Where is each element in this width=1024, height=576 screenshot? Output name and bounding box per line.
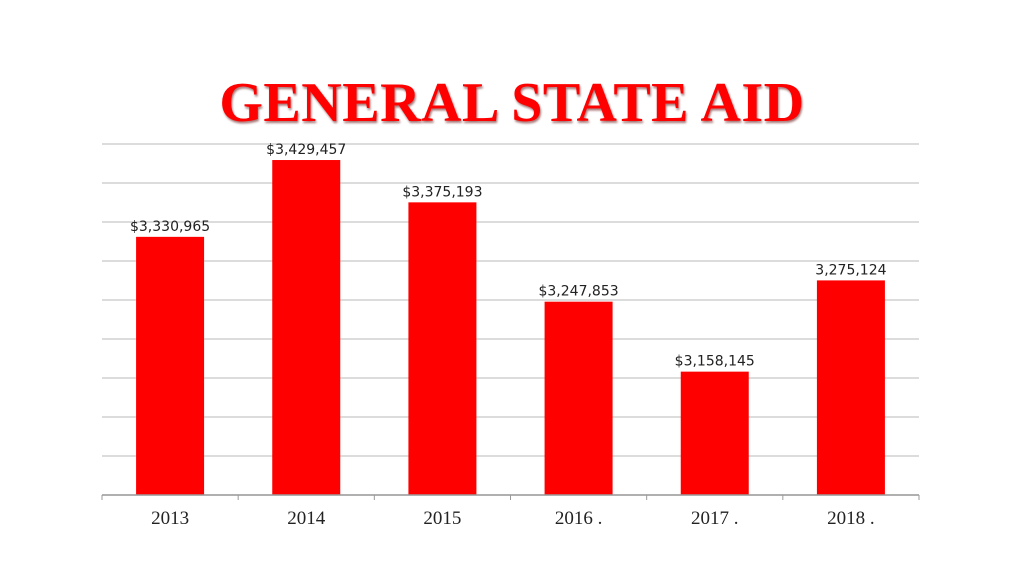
data-label-2: $3,375,193 [402, 184, 482, 200]
category-label-3: 2016 . [555, 508, 603, 529]
data-label-1: $3,429,457 [266, 142, 346, 158]
gridlines [102, 143, 919, 496]
bar-2 [408, 202, 477, 495]
category-label-1: 2014 [287, 508, 326, 529]
data-labels: $3,330,965 $3,429,457 $3,375,193 $3,247,853… [130, 142, 887, 370]
bar-5 [816, 280, 885, 495]
data-label-0: $3,330,965 [130, 219, 210, 235]
category-label-0: 2013 [151, 508, 189, 529]
chart-title: GENERAL STATE AID [219, 72, 805, 134]
bar-3 [544, 301, 613, 495]
category-label-5: 2018 . [827, 508, 875, 529]
bars [136, 160, 885, 496]
category-label-2: 2015 [423, 508, 461, 529]
bar-1 [272, 160, 341, 495]
bar-4 [680, 371, 749, 495]
data-label-5: 3,275,124 [815, 262, 886, 278]
data-label-4: $3,158,145 [675, 354, 755, 370]
category-label-4: 2017 . [691, 508, 739, 529]
x-axis: 2013 2014 2015 2016 . 2017 . 2018 . [101, 494, 920, 529]
data-label-3: $3,247,853 [538, 284, 618, 300]
bar-0 [136, 236, 205, 496]
